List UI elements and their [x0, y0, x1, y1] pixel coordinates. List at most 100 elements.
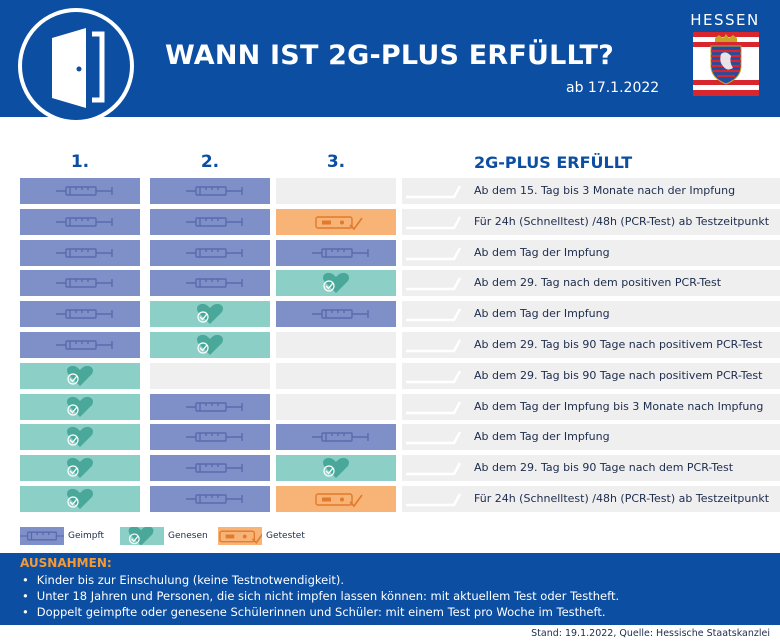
cell-genesen	[276, 455, 396, 481]
cell-geimpft	[150, 240, 270, 266]
result-text: Ab dem Tag der Impfung	[474, 307, 610, 320]
legend-swatch-getestet	[218, 527, 265, 545]
result-row: Ab dem 29. Tag bis 90 Tage nach positive…	[402, 363, 780, 389]
cell-geimpft	[276, 240, 396, 266]
syringe-icon	[56, 248, 113, 258]
arrow-icon	[406, 216, 462, 230]
door-badge	[18, 8, 134, 124]
result-row: Ab dem 15. Tag bis 3 Monate nach der Imp…	[402, 178, 780, 204]
cell-genesen	[150, 332, 270, 358]
result-text: Ab dem 29. Tag nach dem positiven PCR-Te…	[474, 276, 722, 289]
result-row: Für 24h (Schnelltest) /48h (PCR-Test) ab…	[402, 486, 780, 512]
syringe-icon	[312, 248, 369, 258]
exception-item: Kinder bis zur Einschulung (keine Testno…	[22, 572, 619, 588]
test-strip-icon	[315, 493, 363, 508]
result-text: Ab dem 29. Tag bis 90 Tage nach dem PCR-…	[474, 461, 734, 474]
heart-check-icon	[67, 457, 93, 478]
result-text: Ab dem 29. Tag bis 90 Tage nach positive…	[474, 369, 763, 382]
cell-leer	[150, 363, 270, 389]
syringe-icon	[186, 248, 243, 258]
arrow-icon	[406, 308, 462, 322]
cell-geimpft	[150, 455, 270, 481]
cell-genesen	[20, 424, 140, 450]
arrow-icon	[406, 277, 462, 291]
arrow-icon	[406, 462, 462, 476]
heart-check-icon	[67, 426, 93, 447]
arrow-icon	[406, 431, 462, 445]
source-note: Stand: 19.1.2022, Quelle: Hessische Staa…	[531, 628, 770, 639]
result-text: Ab dem Tag der Impfung	[474, 430, 610, 443]
legend-swatch-genesen	[120, 526, 164, 546]
door-icon	[52, 28, 105, 108]
legend-swatch-geimpft	[18, 527, 73, 545]
legend-label-geimpft: Geimpft	[68, 531, 105, 541]
syringe-icon	[56, 278, 113, 288]
result-row: Für 24h (Schnelltest) /48h (PCR-Test) ab…	[402, 209, 780, 235]
cell-genesen	[150, 301, 270, 327]
cell-genesen	[276, 270, 396, 296]
arrow-icon	[406, 185, 462, 199]
cell-genesen	[20, 363, 140, 389]
column-header-result: 2G-PLUS ERFÜLLT	[474, 153, 633, 172]
syringe-icon	[18, 531, 73, 541]
cell-getestet	[276, 486, 396, 512]
cell-leer	[276, 363, 396, 389]
cell-geimpft	[276, 424, 396, 450]
cell-geimpft	[20, 240, 140, 266]
cell-geimpft	[150, 209, 270, 235]
exception-item: Doppelt geimpfte oder genesene Schülerin…	[22, 604, 619, 620]
cell-geimpft	[150, 394, 270, 420]
cell-geimpft	[20, 332, 140, 358]
result-text: Ab dem 29. Tag bis 90 Tage nach positive…	[474, 338, 763, 351]
cell-geimpft	[150, 486, 270, 512]
legend-label-getestet: Getestet	[266, 531, 305, 541]
result-row: Ab dem Tag der Impfung	[402, 240, 780, 266]
cell-geimpft	[20, 178, 140, 204]
cell-genesen	[20, 394, 140, 420]
syringe-icon	[186, 278, 243, 288]
cell-geimpft	[20, 301, 140, 327]
cell-getestet	[276, 209, 396, 235]
result-text: Für 24h (Schnelltest) /48h (PCR-Test) ab…	[474, 492, 770, 505]
cell-geimpft	[20, 209, 140, 235]
legend-label-genesen: Genesen	[168, 531, 208, 541]
syringe-icon	[186, 217, 243, 227]
heart-check-icon	[128, 526, 154, 546]
heart-check-icon	[197, 334, 223, 355]
arrow-icon	[406, 401, 462, 415]
heart-check-icon	[197, 303, 223, 324]
page-title: WANN IST 2G-PLUS ERFÜLLT?	[165, 40, 614, 71]
syringe-icon	[56, 340, 113, 350]
result-text: Ab dem 15. Tag bis 3 Monate nach der Imp…	[474, 184, 736, 197]
arrow-icon	[406, 370, 462, 384]
heart-check-icon	[67, 488, 93, 509]
syringe-icon	[56, 217, 113, 227]
cell-genesen	[20, 486, 140, 512]
syringe-icon	[186, 463, 243, 473]
syringe-icon	[186, 186, 243, 196]
arrow-icon	[406, 339, 462, 353]
state-name: HESSEN	[690, 11, 760, 29]
syringe-icon	[56, 309, 113, 319]
cell-geimpft	[150, 270, 270, 296]
result-row: Ab dem Tag der Impfung	[402, 424, 780, 450]
cell-geimpft	[20, 270, 140, 296]
syringe-icon	[186, 432, 243, 442]
result-row: Ab dem Tag der Impfung bis 3 Monate nach…	[402, 394, 780, 420]
syringe-icon	[186, 494, 243, 504]
heart-check-icon	[323, 272, 349, 293]
result-row: Ab dem 29. Tag bis 90 Tage nach positive…	[402, 332, 780, 358]
exception-item: Unter 18 Jahren und Personen, die sich n…	[22, 588, 619, 604]
exceptions-panel: AUSNAHMEN: Kinder bis zur Einschulung (k…	[0, 553, 780, 625]
result-row: Ab dem Tag der Impfung	[402, 301, 780, 327]
cell-leer	[276, 178, 396, 204]
cell-genesen	[20, 455, 140, 481]
syringe-icon	[312, 432, 369, 442]
result-row: Ab dem 29. Tag nach dem positiven PCR-Te…	[402, 270, 780, 296]
cell-leer	[276, 332, 396, 358]
column-header-3: 3.	[326, 152, 346, 172]
valid-from-date: ab 17.1.2022	[566, 80, 660, 96]
heart-check-icon	[67, 396, 93, 417]
exceptions-title: AUSNAHMEN:	[20, 556, 112, 570]
heart-check-icon	[67, 365, 93, 386]
